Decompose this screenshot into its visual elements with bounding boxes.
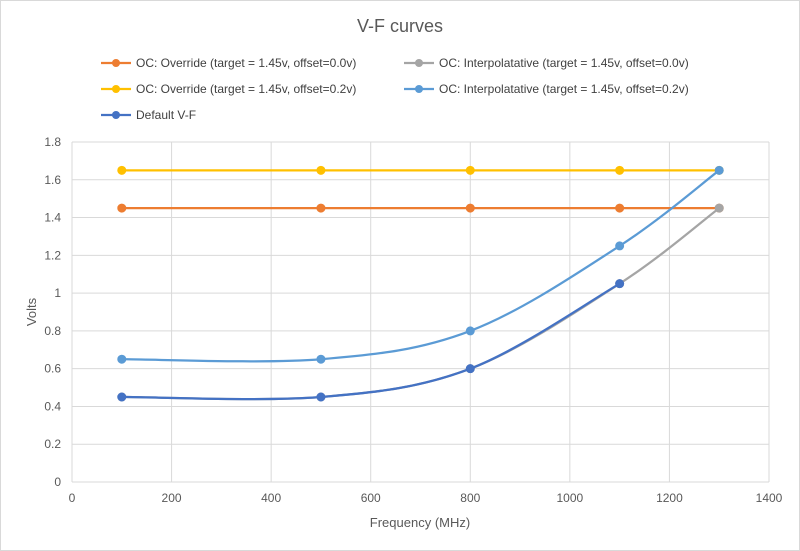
data-point bbox=[316, 165, 326, 175]
series-line bbox=[121, 169, 720, 363]
data-point bbox=[117, 354, 127, 364]
series-4 bbox=[117, 279, 625, 402]
legend-label: OC: Override (target = 1.45v, offset=0.0… bbox=[136, 56, 356, 70]
data-point bbox=[615, 165, 625, 175]
legend-swatch-marker bbox=[112, 85, 120, 93]
data-point bbox=[117, 165, 127, 175]
data-point bbox=[615, 241, 625, 251]
x-tick-label: 1200 bbox=[656, 491, 683, 505]
data-point bbox=[117, 203, 127, 213]
data-point bbox=[316, 203, 326, 213]
y-tick-label: 1.2 bbox=[44, 248, 61, 262]
y-tick-label: 1.4 bbox=[44, 211, 61, 225]
legend-item: OC: Override (target = 1.45v, offset=0.2… bbox=[101, 82, 356, 96]
legend-item: OC: Override (target = 1.45v, offset=0.0… bbox=[101, 56, 356, 70]
legend-swatch-marker bbox=[112, 59, 120, 67]
y-tick-label: 1 bbox=[54, 286, 61, 300]
legend-label: Default V-F bbox=[136, 108, 196, 122]
x-axis-label: Frequency (MHz) bbox=[370, 515, 470, 530]
series-1 bbox=[117, 203, 724, 402]
legend-swatch-marker bbox=[415, 85, 423, 93]
y-axis-label: Volts bbox=[24, 297, 39, 326]
x-tick-label: 1000 bbox=[557, 491, 584, 505]
legend-item: Default V-F bbox=[101, 108, 196, 122]
legend-item: OC: Interpolatative (target = 1.45v, off… bbox=[404, 56, 689, 70]
y-tick-label: 0.2 bbox=[44, 437, 61, 451]
series-group bbox=[117, 165, 724, 402]
data-point bbox=[316, 354, 326, 364]
data-point bbox=[465, 203, 475, 213]
data-point bbox=[465, 165, 475, 175]
data-point bbox=[465, 326, 475, 336]
series-line bbox=[121, 282, 621, 401]
data-point bbox=[615, 279, 625, 289]
x-tick-label: 800 bbox=[460, 491, 480, 505]
x-tick-label: 200 bbox=[162, 491, 182, 505]
y-tick-label: 0.4 bbox=[44, 399, 61, 413]
legend: OC: Override (target = 1.45v, offset=0.0… bbox=[101, 56, 689, 122]
y-tick-label: 1.8 bbox=[44, 135, 61, 149]
data-point bbox=[316, 392, 326, 402]
tick-labels: 0 0.2 0.4 0.6 0.8 1 1.2 1.4 1.6 1.8 0 200 400 600 800 1… bbox=[44, 135, 782, 505]
y-tick-label: 0 bbox=[54, 475, 61, 489]
data-point bbox=[615, 203, 625, 213]
data-point bbox=[714, 165, 724, 175]
data-point bbox=[465, 364, 475, 374]
x-tick-label: 0 bbox=[69, 491, 76, 505]
legend-label: OC: Override (target = 1.45v, offset=0.2… bbox=[136, 82, 356, 96]
legend-label: OC: Interpolatative (target = 1.45v, off… bbox=[439, 82, 689, 96]
legend-swatch-marker bbox=[112, 111, 120, 119]
y-tick-label: 0.8 bbox=[44, 324, 61, 338]
y-tick-label: 1.6 bbox=[44, 173, 61, 187]
x-tick-label: 1400 bbox=[756, 491, 783, 505]
data-point bbox=[714, 203, 724, 213]
legend-item: OC: Interpolatative (target = 1.45v, off… bbox=[404, 82, 689, 96]
x-tick-label: 600 bbox=[361, 491, 381, 505]
legend-label: OC: Interpolatative (target = 1.45v, off… bbox=[439, 56, 689, 70]
gridlines bbox=[71, 141, 770, 483]
series-2 bbox=[117, 165, 724, 175]
data-point bbox=[117, 392, 127, 402]
chart-title: V-F curves bbox=[357, 16, 443, 36]
x-tick-label: 400 bbox=[261, 491, 281, 505]
y-tick-label: 0.6 bbox=[44, 362, 61, 376]
series-line bbox=[121, 207, 720, 401]
legend-swatch-marker bbox=[415, 59, 423, 67]
series-0 bbox=[117, 203, 724, 213]
series-3 bbox=[117, 165, 724, 364]
